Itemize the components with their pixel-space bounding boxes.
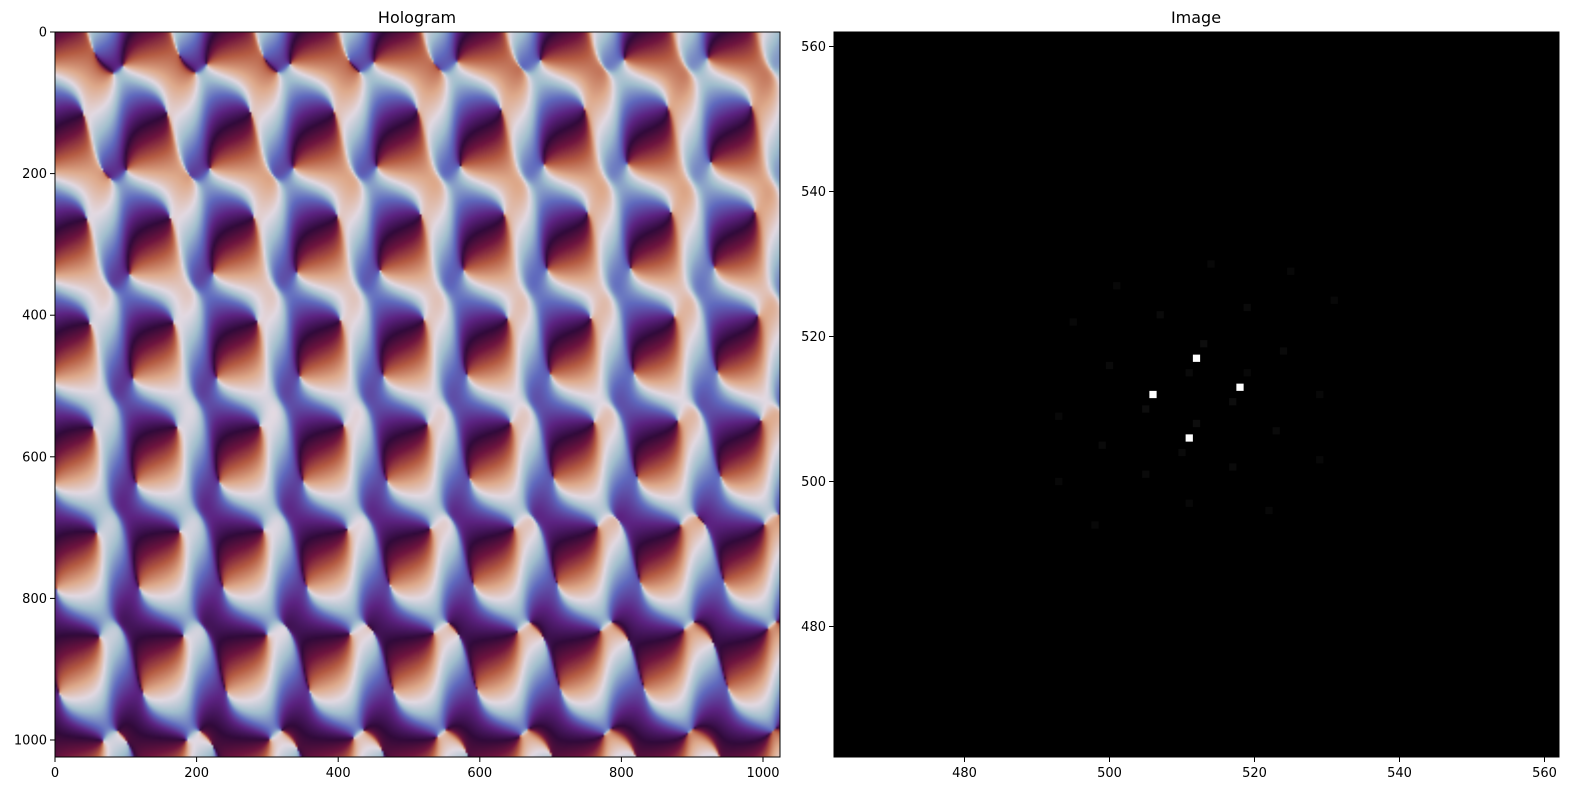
image-background (834, 32, 1559, 757)
image-faint-point (1156, 311, 1164, 319)
hologram-heatmap (55, 32, 780, 757)
image-y-tick-label: 540 (801, 185, 826, 200)
image-faint-point (1265, 506, 1273, 515)
image-faint-point (1316, 390, 1324, 399)
image-points (1055, 260, 1338, 529)
hologram-x-tick-label: 1000 (746, 766, 779, 781)
hologram-y-tick-label: 600 (22, 450, 47, 465)
image-faint-point (1105, 361, 1114, 370)
image-y-tick-label: 480 (801, 620, 826, 635)
image-faint-point (1142, 470, 1150, 478)
image-bright-point (1192, 354, 1201, 362)
image-x-tick-label: 560 (1532, 766, 1557, 781)
image-faint-point (1192, 419, 1201, 428)
image-x-tick-label: 480 (952, 766, 977, 781)
image-y-tick-label: 500 (801, 475, 826, 490)
hologram-y-tick-label: 200 (22, 167, 47, 182)
image-faint-point (1200, 340, 1208, 348)
image-faint-point (1185, 369, 1193, 377)
hologram-axes: Hologram 0 200 400 600 800 1000 0 200 400 600 800… (14, 8, 781, 781)
image-faint-point (1243, 303, 1251, 312)
image-faint-point (1243, 369, 1251, 377)
image-axes: Image 480 500 520 540 560 480 500 520 540 560 (801, 8, 1560, 781)
image-y-tick-label: 560 (801, 40, 826, 55)
image-faint-point (1207, 260, 1215, 268)
image-y-tick-label: 520 (801, 330, 826, 345)
hologram-frame (54, 31, 781, 758)
image-x-tick-label: 500 (1097, 766, 1122, 781)
hologram-x-tick-label: 200 (184, 766, 209, 781)
image-x-tick-label: 540 (1387, 766, 1412, 781)
image-faint-point (1113, 282, 1121, 290)
image-faint-point (1178, 448, 1186, 457)
hologram-y-tick-label: 0 (39, 26, 47, 41)
image-faint-point (1098, 441, 1106, 449)
image-frame (833, 31, 1560, 758)
image-faint-point (1279, 347, 1288, 355)
image-y-ticks: 480 500 520 540 560 (801, 40, 834, 635)
image-x-ticks: 480 500 520 540 560 (952, 757, 1557, 781)
image-bright-point (1149, 390, 1157, 399)
image-faint-point (1055, 412, 1063, 420)
image-faint-point (1142, 405, 1150, 413)
image-bright-point (1185, 434, 1193, 442)
hologram-x-tick-label: 0 (51, 766, 59, 781)
image-faint-point (1229, 463, 1237, 471)
image-faint-point (1330, 296, 1338, 304)
hologram-y-tick-label: 400 (22, 309, 47, 324)
image-x-tick-label: 520 (1242, 766, 1267, 781)
hologram-y-tick-label: 1000 (14, 734, 47, 749)
hologram-x-ticks: 0 200 400 600 800 1000 (51, 757, 780, 781)
image-faint-point (1185, 499, 1193, 507)
hologram-y-ticks: 0 200 400 600 800 1000 (14, 26, 55, 749)
hologram-x-tick-label: 600 (467, 766, 492, 781)
image-faint-point (1229, 398, 1237, 406)
image-title: Image (1171, 8, 1221, 27)
hologram-y-tick-label: 800 (22, 592, 47, 607)
image-bright-point (1236, 383, 1244, 391)
image-faint-point (1091, 521, 1099, 529)
image-faint-point (1069, 318, 1077, 326)
image-faint-point (1055, 477, 1063, 486)
hologram-plot-area (55, 32, 780, 757)
image-faint-point (1287, 267, 1295, 275)
hologram-x-tick-label: 800 (609, 766, 634, 781)
hologram-x-tick-label: 400 (326, 766, 351, 781)
image-faint-point (1272, 427, 1280, 435)
image-faint-point (1316, 456, 1324, 464)
hologram-title: Hologram (378, 8, 456, 27)
